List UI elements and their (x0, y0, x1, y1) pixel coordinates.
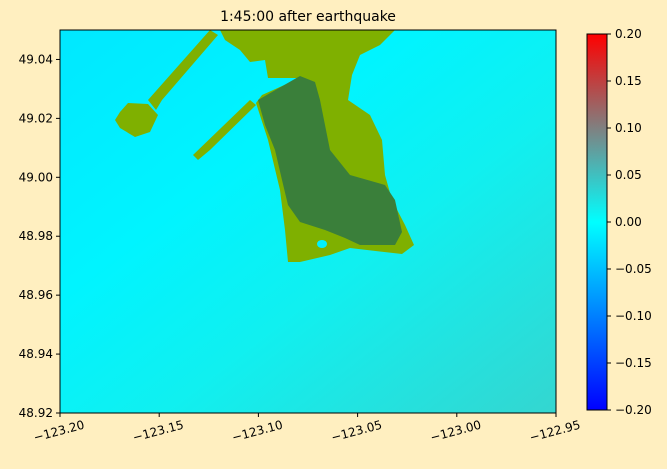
y-tick-label: 48.98 (19, 229, 53, 243)
colorbar-tick-label: 0.05 (615, 168, 642, 182)
land-strip (193, 100, 256, 160)
colorbar-tick-label: −0.05 (615, 262, 652, 276)
plot-field (59, 29, 557, 414)
colorbar-tick-label: 0.10 (615, 121, 642, 135)
y-tick-label: 49.00 (19, 170, 53, 184)
colorbar-tick-label: −0.10 (615, 309, 652, 323)
y-tick-label: 49.02 (19, 111, 53, 125)
land-island (115, 103, 158, 137)
y-tick-label: 48.92 (19, 406, 53, 420)
colorbar (587, 34, 607, 410)
colorbar-tick-label: 0.20 (615, 27, 642, 41)
lagoon (317, 240, 327, 248)
axes-frame (59, 29, 557, 414)
land-area (258, 76, 402, 245)
colorbar-tick-label: −0.15 (615, 356, 652, 370)
chart-title: 1:45:00 after earthquake (220, 9, 396, 25)
y-tick-label: 48.96 (19, 288, 53, 302)
colorbar-tick-label: −0.20 (615, 403, 652, 417)
colorbar-tick-label: 0.15 (615, 74, 642, 88)
y-tick-label: 48.94 (19, 347, 53, 361)
y-tick-label: 49.04 (19, 52, 53, 66)
land-strip (148, 30, 218, 110)
colorbar-tick-label: 0.00 (615, 215, 642, 229)
